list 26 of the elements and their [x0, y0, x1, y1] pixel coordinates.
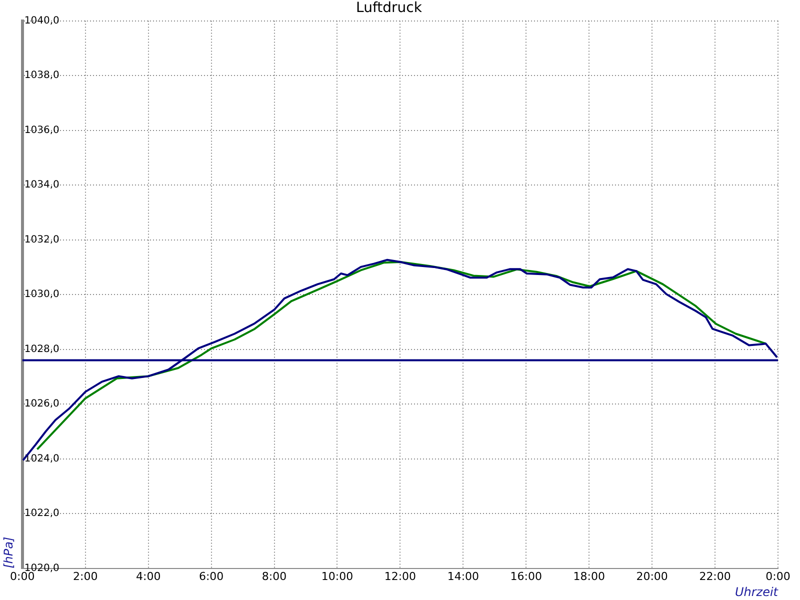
x-tick-label: 12:00: [384, 570, 416, 583]
x-tick-label: 22:00: [699, 570, 731, 583]
y-tick-label: 1022,0: [24, 508, 60, 520]
x-tick-label: 0:00: [766, 570, 790, 583]
y-tick-label: 1034,0: [24, 180, 60, 191]
x-tick-label: 4:00: [136, 570, 161, 583]
y-tick-label: 1032,0: [24, 234, 60, 246]
x-tick-label: 18:00: [573, 570, 605, 583]
y-tick-label: 1040,0: [24, 15, 60, 26]
y-tick-label: 1026,0: [24, 398, 60, 410]
x-tick-label: 8:00: [262, 570, 287, 583]
x-tick-label: 10:00: [321, 570, 354, 583]
x-tick-label: 0:00: [10, 570, 35, 583]
y-tick-label: 1036,0: [24, 124, 60, 136]
x-tick-label: 20:00: [636, 570, 668, 583]
x-tick-label: 14:00: [447, 570, 480, 583]
x-tick-label: 2:00: [73, 570, 98, 583]
y-tick-label: 1038,0: [24, 70, 60, 82]
x-tick-label: 6:00: [198, 570, 224, 583]
y-tick-label: 1030,0: [24, 289, 60, 300]
y-tick-label: 1028,0: [24, 344, 60, 355]
x-tick-label: 16:00: [510, 570, 542, 583]
y-tick-label: 1024,0: [24, 453, 60, 464]
y-axis-title: [hPa]: [1, 536, 16, 568]
x-axis-title: Uhrzeit: [734, 584, 780, 599]
chart-title: Luftdruck: [356, 0, 423, 16]
